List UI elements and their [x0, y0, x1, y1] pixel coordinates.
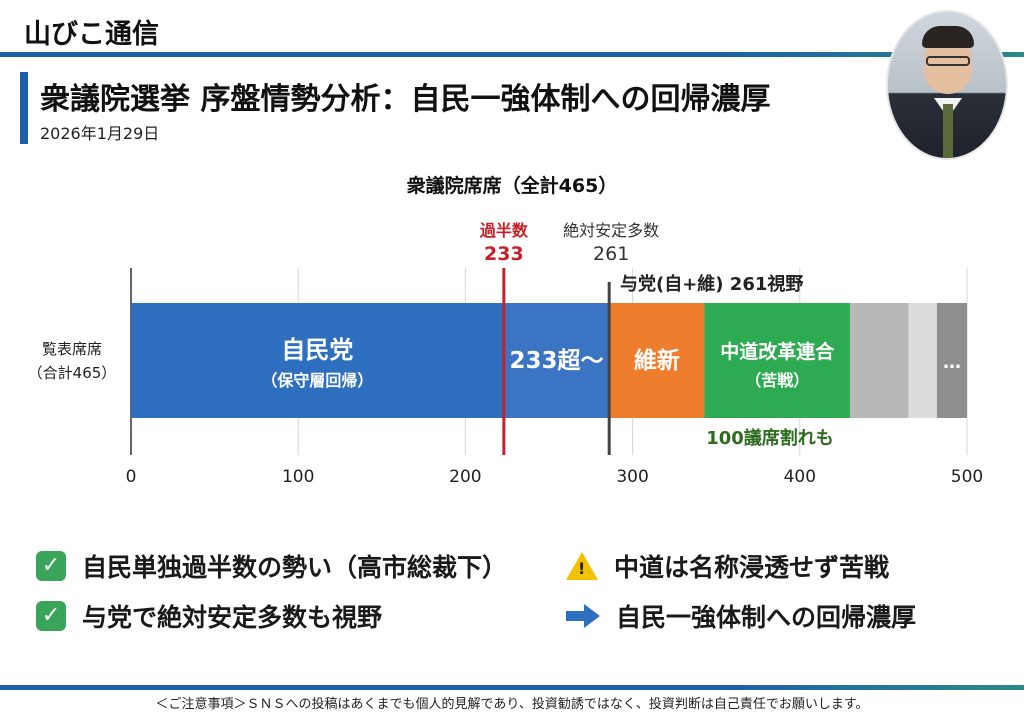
- x-tick-label: 200: [449, 467, 481, 487]
- bar-segment: [131, 303, 504, 418]
- brand-name: 山びこ通信: [24, 19, 159, 50]
- x-tick-label: 0: [126, 467, 137, 487]
- key-point-text: 与党で絶対安定多数も視野: [82, 603, 383, 632]
- y-axis-label-line1: 覧表席席: [42, 340, 102, 358]
- segment-sublabel: （保守層回帰）: [261, 371, 373, 390]
- x-tick-label: 400: [784, 467, 816, 487]
- disclaimer: ＜ご注意事項＞ＳＮＳへの投稿はあくまでも個人的見解であり、投資勧誘ではなく、投資…: [155, 697, 869, 712]
- check-icon: ✓: [36, 551, 66, 581]
- bar-segment: [609, 303, 705, 418]
- key-point-1: ✓ 自民単独過半数の勢い（高市総裁下）: [36, 548, 507, 584]
- footer-divider: [0, 685, 1024, 690]
- bar-segment: [908, 303, 937, 418]
- threshold-value: 233: [484, 243, 524, 265]
- x-tick-label: 100: [282, 467, 314, 487]
- key-point-text: 自民一強体制への回帰濃厚: [616, 603, 917, 632]
- segment-label: 233超〜: [510, 348, 604, 374]
- title-accent-bar: [20, 72, 28, 144]
- segment-label: 自民党: [281, 336, 353, 364]
- arrow-right-icon: [566, 604, 600, 628]
- key-point-2: ! 中道は名称浸透せず苦戦: [566, 548, 889, 584]
- chart-title: 衆議院席席（全計465）: [407, 174, 618, 197]
- x-tick-label: 500: [951, 467, 983, 487]
- bar-segment: [936, 303, 967, 418]
- threshold-label: 過半数: [479, 221, 529, 240]
- check-icon: ✓: [36, 601, 66, 631]
- seat-chart: 衆議院席席（全計465） 覧表席席 （合計465） 自民党 （保守層回帰） 233超…: [28, 174, 984, 487]
- y-axis-label-line2: （合計465）: [28, 364, 117, 382]
- bar-segment: [503, 303, 610, 418]
- segment-label: …: [943, 352, 961, 373]
- bar-segment: [849, 303, 909, 418]
- segment-label: 維新: [634, 347, 680, 374]
- header-divider: [0, 52, 1024, 57]
- key-point-text: 中道は名称浸透せず苦戦: [614, 553, 890, 582]
- author-photo: [886, 10, 1008, 160]
- coalition-annotation: 与党(自+維) 261視野: [620, 273, 803, 295]
- threshold-label: 絶対安定多数: [563, 221, 659, 240]
- key-point-text: 自民単独過半数の勢い（高市総裁下）: [82, 553, 508, 582]
- segment-label: 中道改革連合: [720, 340, 835, 363]
- key-point-3: ✓ 与党で絶対安定多数も視野: [36, 598, 382, 634]
- threshold-value: 261: [593, 243, 629, 265]
- page-title: 衆議院選挙 序盤情勢分析：自民一強体制への回帰濃厚: [40, 82, 771, 117]
- warning-icon: !: [566, 552, 598, 580]
- publish-date: 2026年1月29日: [40, 124, 160, 143]
- x-tick-label: 300: [616, 467, 648, 487]
- segment-sublabel: （苦戦）: [745, 371, 809, 390]
- key-point-4: 自民一強体制への回帰濃厚: [566, 598, 916, 634]
- chudo-annotation: 100議席割れも: [706, 427, 834, 449]
- bar-segment: [704, 303, 850, 418]
